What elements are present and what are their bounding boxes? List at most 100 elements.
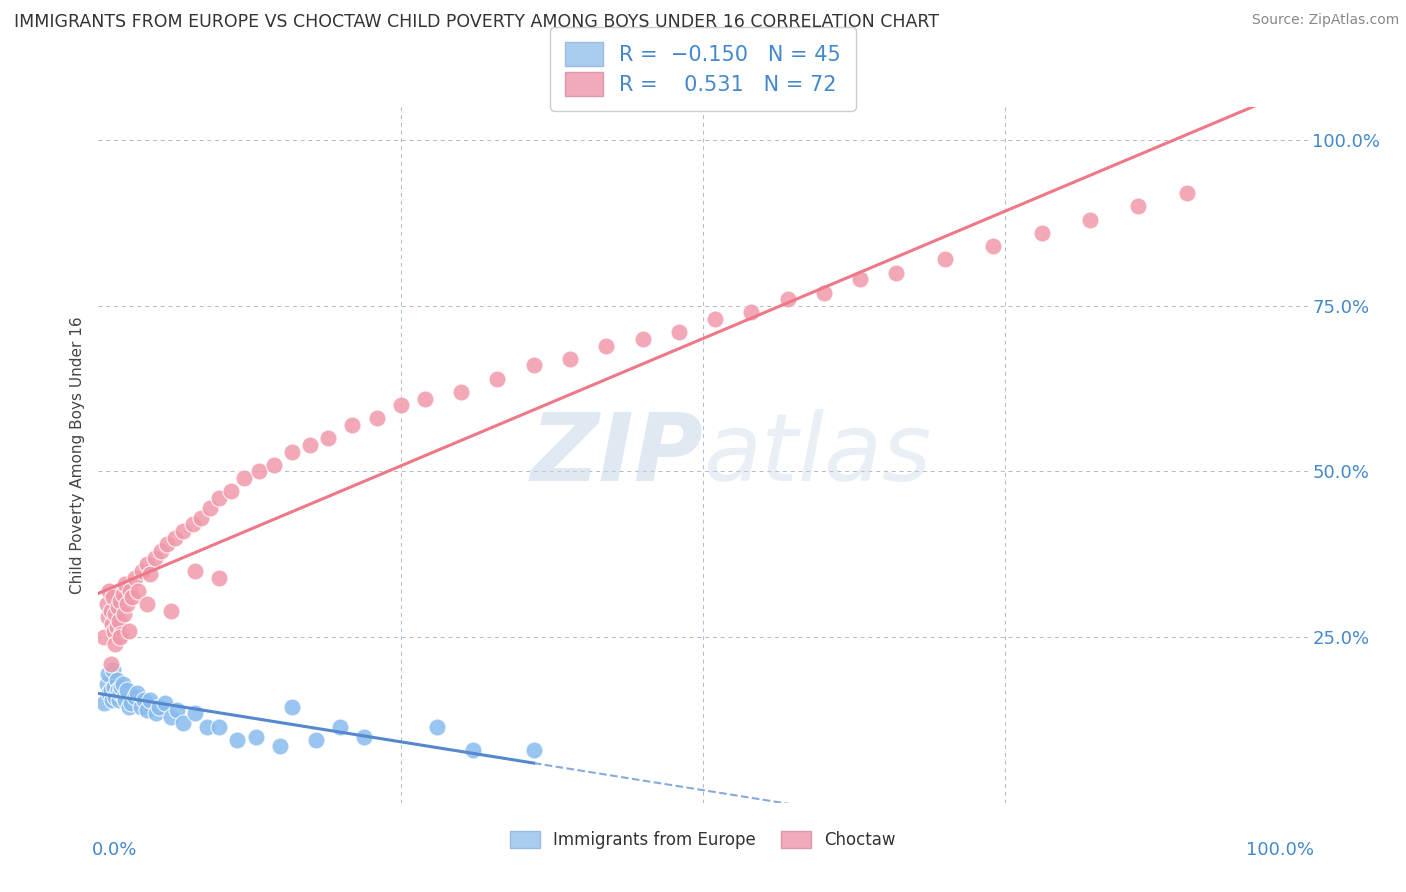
Point — [247, 465, 270, 479]
Point — [1031, 226, 1053, 240]
Point — [190, 511, 212, 525]
Point — [172, 716, 194, 731]
Point — [98, 583, 121, 598]
Point — [269, 739, 291, 754]
Point — [112, 607, 135, 621]
Point — [153, 697, 176, 711]
Point — [486, 372, 509, 386]
Point — [145, 706, 167, 721]
Point — [281, 699, 304, 714]
Point — [934, 252, 956, 267]
Point — [299, 438, 322, 452]
Point — [107, 683, 129, 698]
Point — [353, 730, 375, 744]
Point — [127, 686, 149, 700]
Point — [245, 730, 267, 744]
Point — [98, 686, 121, 700]
Point — [148, 699, 170, 714]
Point — [184, 564, 207, 578]
Point — [163, 531, 186, 545]
Point — [156, 537, 179, 551]
Point — [208, 491, 231, 505]
Legend: Immigrants from Europe, Choctaw: Immigrants from Europe, Choctaw — [502, 822, 904, 857]
Point — [117, 683, 139, 698]
Point — [139, 693, 162, 707]
Point — [112, 690, 135, 704]
Text: IMMIGRANTS FROM EUROPE VS CHOCTAW CHILD POVERTY AMONG BOYS UNDER 16 CORRELATION : IMMIGRANTS FROM EUROPE VS CHOCTAW CHILD … — [14, 13, 939, 31]
Point — [226, 732, 249, 747]
Point — [96, 676, 118, 690]
Point — [1078, 212, 1101, 227]
Point — [139, 567, 162, 582]
Point — [160, 709, 183, 723]
Point — [118, 583, 141, 598]
Point — [118, 699, 141, 714]
Point — [849, 272, 872, 286]
Point — [342, 418, 364, 433]
Point — [114, 693, 136, 707]
Point — [740, 305, 762, 319]
Point — [281, 444, 304, 458]
Point — [100, 616, 122, 631]
Point — [181, 517, 204, 532]
Point — [232, 471, 254, 485]
Point — [172, 524, 194, 538]
Point — [103, 680, 125, 694]
Point — [221, 484, 243, 499]
Point — [160, 604, 183, 618]
Point — [96, 597, 118, 611]
Point — [104, 690, 127, 704]
Point — [118, 624, 141, 638]
Point — [104, 607, 127, 621]
Point — [450, 384, 472, 399]
Point — [97, 666, 120, 681]
Point — [305, 732, 328, 747]
Point — [208, 720, 231, 734]
Point — [103, 624, 125, 638]
Point — [108, 593, 131, 607]
Point — [120, 697, 142, 711]
Point — [631, 332, 654, 346]
Point — [100, 683, 122, 698]
Point — [108, 630, 131, 644]
Point — [389, 398, 412, 412]
Point — [981, 239, 1004, 253]
Point — [93, 697, 115, 711]
Point — [143, 550, 166, 565]
Point — [1175, 186, 1198, 201]
Point — [135, 558, 157, 572]
Point — [110, 627, 132, 641]
Point — [316, 431, 339, 445]
Point — [813, 285, 835, 300]
Point — [329, 720, 352, 734]
Point — [100, 604, 122, 618]
Point — [366, 411, 388, 425]
Point — [198, 500, 221, 515]
Point — [668, 326, 690, 340]
Point — [134, 693, 156, 707]
Text: 100.0%: 100.0% — [1246, 841, 1313, 859]
Point — [101, 591, 124, 605]
Point — [208, 570, 231, 584]
Point — [263, 458, 285, 472]
Point — [595, 338, 617, 352]
Point — [127, 583, 149, 598]
Point — [886, 266, 908, 280]
Point — [100, 693, 122, 707]
Point — [558, 351, 581, 366]
Point — [101, 663, 124, 677]
Point — [97, 610, 120, 624]
Point — [124, 690, 146, 704]
Point — [523, 743, 546, 757]
Point — [108, 614, 131, 628]
Point — [776, 292, 799, 306]
Point — [124, 570, 146, 584]
Text: Source: ZipAtlas.com: Source: ZipAtlas.com — [1251, 13, 1399, 28]
Point — [135, 597, 157, 611]
Text: atlas: atlas — [703, 409, 931, 500]
Point — [110, 680, 132, 694]
Point — [104, 637, 127, 651]
Point — [195, 720, 218, 734]
Point — [131, 564, 153, 578]
Text: ZIP: ZIP — [530, 409, 703, 501]
